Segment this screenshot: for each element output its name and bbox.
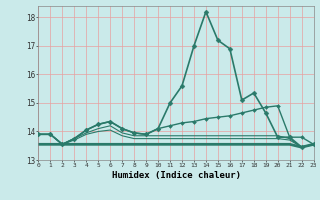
X-axis label: Humidex (Indice chaleur): Humidex (Indice chaleur): [111, 171, 241, 180]
